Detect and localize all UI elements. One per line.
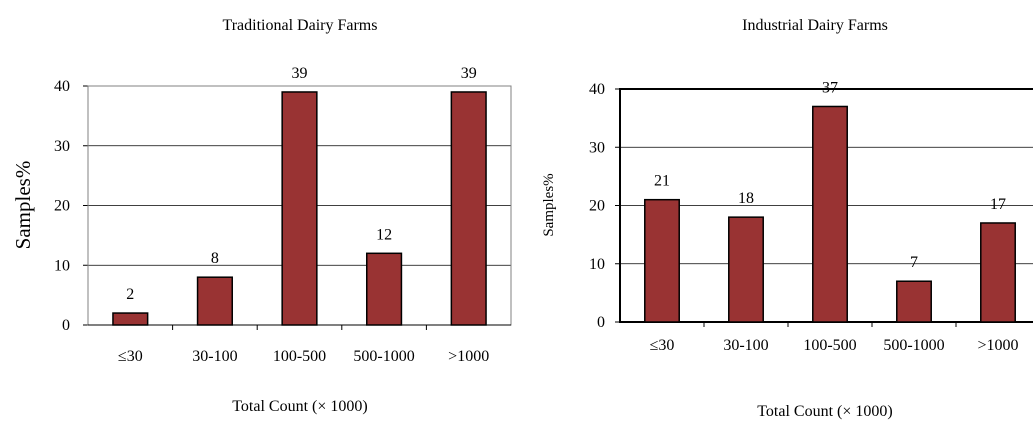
data-label: 8 <box>211 250 219 267</box>
data-label: 39 <box>461 65 477 82</box>
data-label: 12 <box>376 226 392 243</box>
data-label: 17 <box>990 196 1006 213</box>
y-tick-label: 0 <box>62 317 70 334</box>
chart-title: Traditional Dairy Farms <box>223 17 378 34</box>
y-axis-label: Samples% <box>11 161 35 250</box>
y-tick-label: 40 <box>589 81 605 98</box>
traditional-dairy-farms-chart: Traditional Dairy Farms Samples% Total C… <box>11 17 512 415</box>
chart-title: Industrial Dairy Farms <box>742 17 888 34</box>
x-tick-label: ≤30 <box>650 337 675 354</box>
x-tick-label: ≤30 <box>118 348 143 365</box>
x-tick-label: 500-1000 <box>883 337 944 354</box>
data-label: 39 <box>292 65 308 82</box>
bar <box>196 276 233 326</box>
bar <box>980 222 1016 323</box>
data-label: 18 <box>738 190 754 207</box>
data-label: 2 <box>126 286 134 303</box>
x-axis-label: Total Count (× 1000) <box>232 398 367 415</box>
bar <box>644 198 680 323</box>
data-label: 37 <box>822 79 838 96</box>
y-tick-label: 30 <box>589 139 605 156</box>
bar <box>281 91 318 326</box>
y-tick-label: 10 <box>54 257 70 274</box>
x-tick-label: >1000 <box>448 348 489 365</box>
x-tick-label: >1000 <box>977 337 1018 354</box>
bar <box>896 280 932 323</box>
bar <box>812 105 848 323</box>
y-tick-label: 0 <box>597 314 605 331</box>
bar <box>112 312 149 326</box>
y-tick-label: 20 <box>589 198 605 215</box>
y-axis-label: Samples% <box>541 173 557 236</box>
bar <box>728 216 764 323</box>
industrial-dairy-farms-chart: Industrial Dairy Farms Samples% Total Co… <box>541 17 1033 420</box>
x-axis-label: Total Count (× 1000) <box>757 403 892 420</box>
y-tick-label: 10 <box>589 256 605 273</box>
bar <box>450 91 487 326</box>
x-tick-label: 100-500 <box>273 348 326 365</box>
data-label: 7 <box>910 254 918 271</box>
y-tick-label: 20 <box>54 198 70 215</box>
bar <box>366 252 403 326</box>
data-label: 21 <box>654 173 670 190</box>
x-tick-label: 30-100 <box>192 348 237 365</box>
x-tick-label: 30-100 <box>723 337 768 354</box>
x-tick-label: 100-500 <box>803 337 856 354</box>
x-tick-label: 500-1000 <box>353 348 414 365</box>
y-tick-label: 30 <box>54 138 70 155</box>
y-tick-label: 40 <box>54 78 70 95</box>
